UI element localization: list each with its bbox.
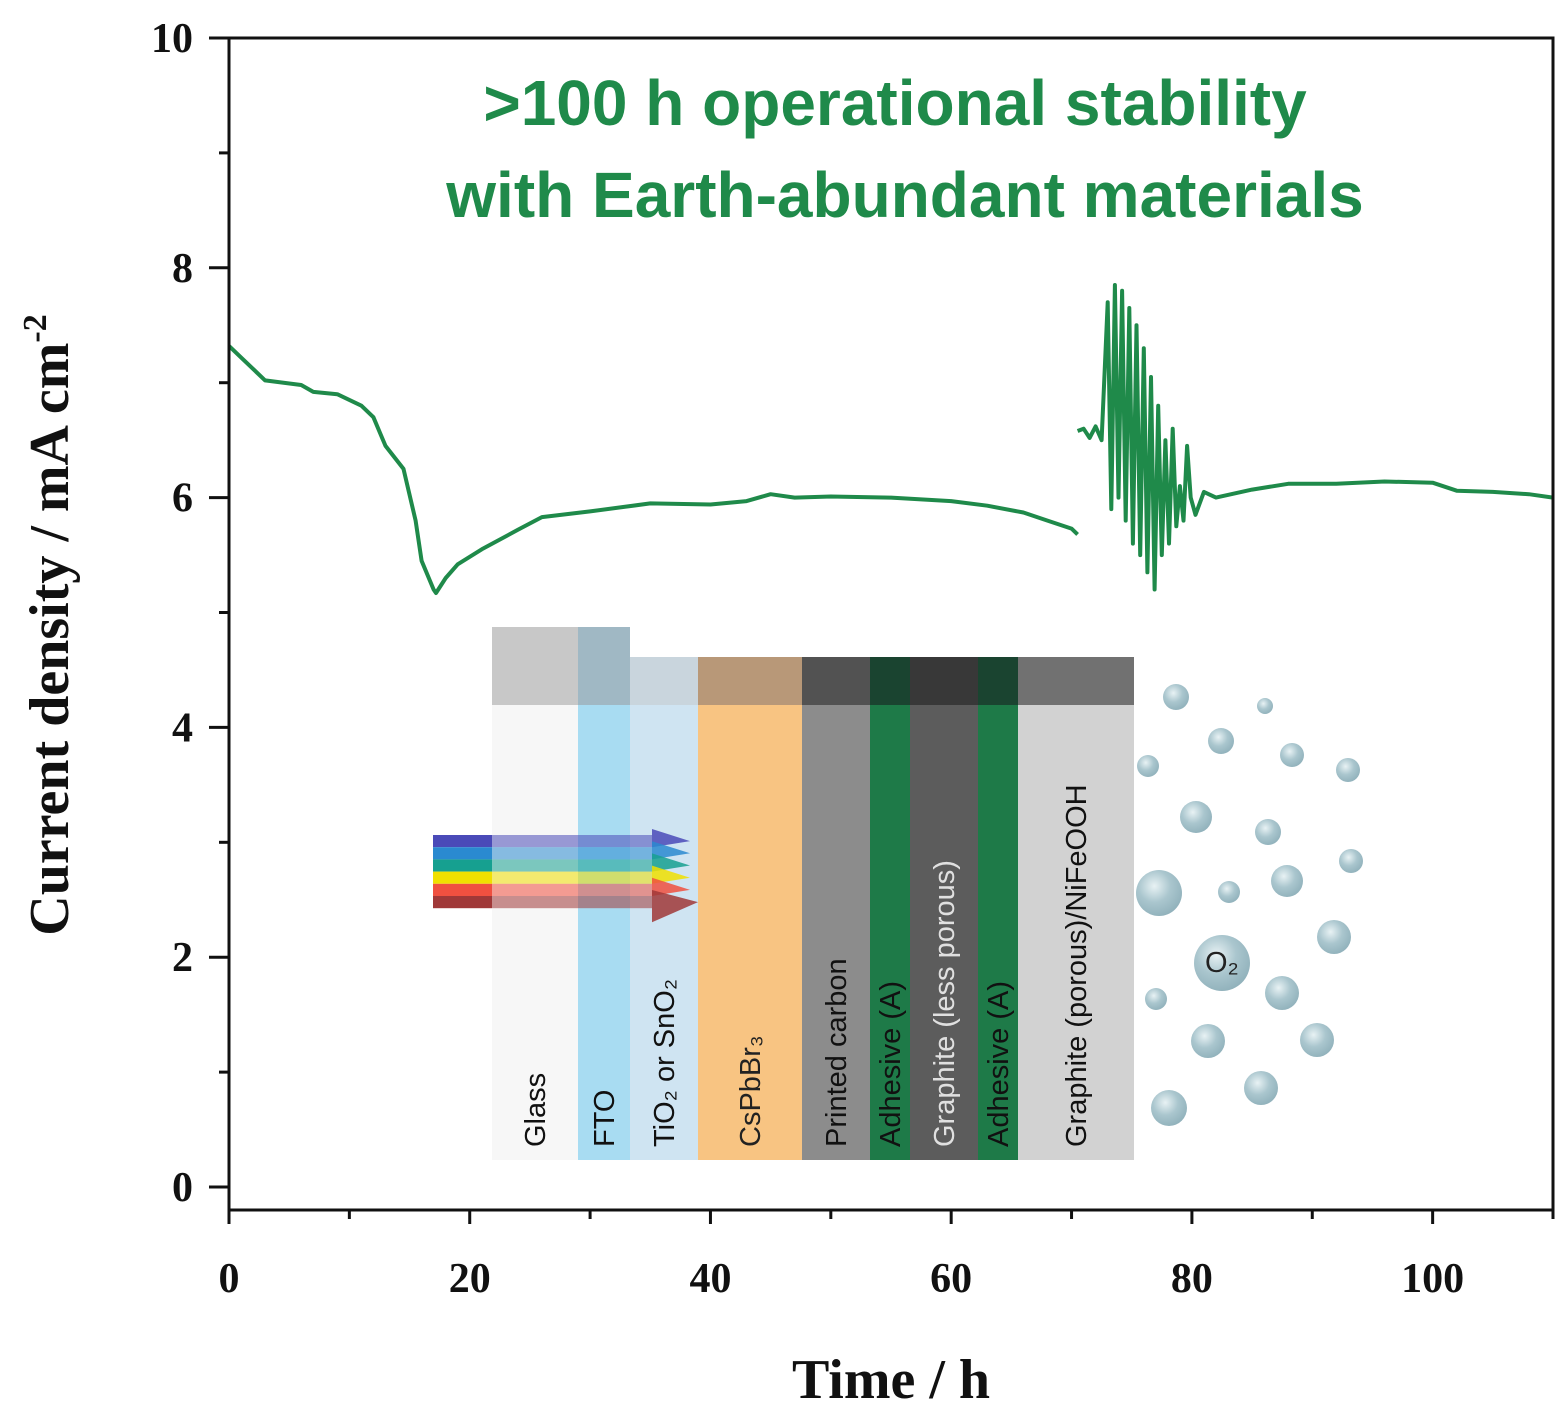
layer-label-4: Printed carbon (821, 958, 853, 1147)
light-band-overlay-2 (492, 859, 652, 872)
oxygen-bubble (1163, 684, 1189, 710)
layer-label-8: Graphite (porous)/NiFeOOH (1061, 784, 1093, 1147)
light-arrowhead-0 (652, 829, 690, 848)
oxygen-bubble (1136, 870, 1182, 916)
oxygen-bubble (1317, 920, 1351, 954)
layer-top-3 (698, 657, 802, 705)
x-axis-label: Time / h (792, 1349, 990, 1411)
oxygen-bubble (1280, 743, 1304, 767)
layer-body-6 (910, 705, 978, 1160)
oxygen-bubble (1208, 728, 1234, 754)
plot-frame (227, 36, 1555, 1212)
layer-label-7: Adhesive (A) (983, 981, 1015, 1147)
layer-body-3 (698, 705, 802, 1160)
light-band-4 (433, 883, 492, 896)
oxygen-bubble (1255, 819, 1281, 845)
light-arrowhead-3 (652, 865, 690, 884)
light-band-overlay-3 (492, 871, 652, 884)
x-tick-label: 100 (1401, 1256, 1464, 1302)
y-tick-label: 10 (151, 16, 193, 62)
device-schematic-inset: Glass FTO TiO₂ or SnO₂ CsPbBr₃ Printed carbo… (433, 627, 1363, 1160)
light-band-5 (433, 896, 492, 909)
layer-top-8 (1018, 657, 1134, 705)
annotation-line-2: with Earth-abundant materials (445, 159, 1363, 231)
oxygen-bubble (1336, 758, 1360, 782)
y-axis-label: Current density / mA cm-2 (17, 314, 81, 935)
layer-label-1: FTO (589, 1090, 621, 1147)
x-tick-label: 20 (449, 1256, 491, 1302)
layer-label-3: CsPbBr₃ (735, 1035, 767, 1147)
y-tick-label: 2 (172, 935, 193, 981)
layer-top-0 (492, 627, 578, 705)
layer-label-0: Glass (520, 1073, 552, 1147)
layer-body-7 (978, 705, 1018, 1160)
light-band-overlay-0 (492, 835, 652, 848)
y-tick-label: 4 (172, 705, 193, 751)
light-band-0 (433, 835, 492, 848)
light-arrowhead-2 (652, 853, 690, 872)
light-band-3 (433, 871, 492, 884)
layer-body-0 (492, 705, 578, 1160)
oxygen-bubble (1145, 988, 1167, 1010)
light-band-1 (433, 847, 492, 860)
layer-body-5 (870, 705, 910, 1160)
y-tick-label: 8 (172, 246, 193, 292)
data-line-segment-1 (227, 344, 1079, 595)
x-tick-label: 0 (219, 1256, 240, 1302)
light-band-overlay-1 (492, 847, 652, 860)
x-tick-label: 40 (689, 1256, 731, 1302)
data-lines (227, 283, 1554, 595)
layer-body-4 (802, 705, 870, 1160)
y-axis-label-text: Current density / mA cm (19, 343, 81, 936)
oxygen-bubble (1271, 865, 1303, 897)
oxygen-bubble (1137, 755, 1159, 777)
light-band-overlay-4 (492, 883, 652, 896)
layer-top-1 (578, 627, 630, 705)
annotation-line-1: >100 h operational stability (483, 67, 1307, 139)
y-tick-label: 6 (172, 476, 193, 522)
x-tick-label: 60 (930, 1256, 972, 1302)
data-line-segment-2 (1076, 283, 1554, 592)
gas-label: O₂ (1205, 947, 1239, 979)
layer-label-6: Graphite (less porous) (929, 860, 961, 1147)
light-arrowhead-5 (652, 890, 698, 923)
layer-top-4 (802, 657, 870, 705)
layer-top-2 (630, 657, 698, 705)
layer-body-2 (630, 705, 698, 1160)
light-arrowhead-1 (652, 841, 690, 860)
oxygen-bubble (1180, 801, 1212, 833)
layer-body-1 (578, 705, 630, 1160)
y-tick-label: 0 (172, 1165, 193, 1211)
layer-top-5 (870, 657, 910, 705)
oxygen-bubble (1191, 1024, 1225, 1058)
oxygen-bubble (1257, 698, 1273, 714)
oxygen-bubble (1244, 1071, 1278, 1105)
x-tick-label: 80 (1171, 1256, 1213, 1302)
layer-label-2: TiO₂ or SnO₂ (649, 979, 681, 1147)
layer-top-6 (910, 657, 978, 705)
oxygen-bubble (1151, 1090, 1187, 1126)
oxygen-bubble (1265, 976, 1299, 1010)
light-band-overlay-5 (492, 896, 652, 909)
oxygen-bubble (1218, 881, 1240, 903)
y-axis-label-superscript: -2 (17, 314, 54, 342)
layer-label-5: Adhesive (A) (875, 981, 907, 1147)
layer-top-7 (978, 657, 1018, 705)
light-band-2 (433, 859, 492, 872)
oxygen-bubble (1300, 1023, 1334, 1057)
axes: 0 20 40 60 80 100 0 2 4 6 8 10 (151, 16, 1555, 1302)
light-arrowhead-4 (652, 877, 690, 896)
layer-body-8 (1018, 705, 1134, 1160)
oxygen-bubble (1339, 849, 1363, 873)
oxygen-bubble (1194, 935, 1250, 991)
